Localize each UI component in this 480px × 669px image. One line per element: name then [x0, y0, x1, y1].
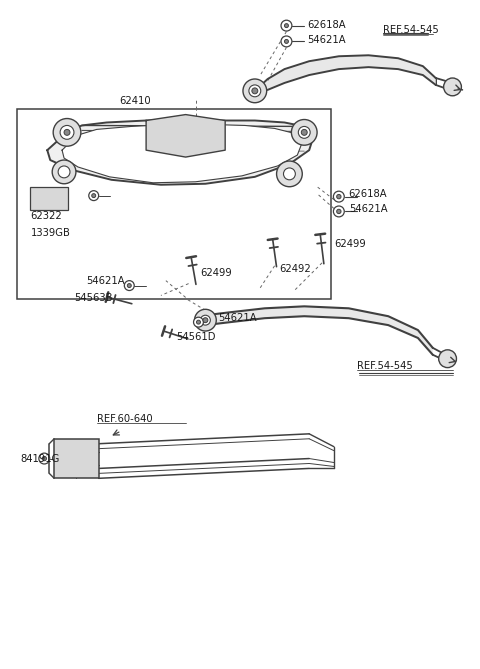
Circle shape — [298, 126, 310, 138]
Circle shape — [124, 280, 134, 290]
Circle shape — [193, 317, 204, 327]
Bar — [54, 439, 99, 478]
Text: 54621A: 54621A — [349, 205, 387, 215]
Text: 54563B: 54563B — [74, 294, 112, 304]
Circle shape — [127, 284, 131, 288]
Circle shape — [42, 456, 47, 461]
Circle shape — [243, 79, 267, 103]
Text: 62618A: 62618A — [349, 189, 387, 199]
Circle shape — [334, 191, 344, 202]
Circle shape — [444, 78, 461, 96]
Text: 62410: 62410 — [120, 96, 151, 106]
Circle shape — [336, 195, 341, 199]
Text: 54621A: 54621A — [86, 276, 124, 286]
Circle shape — [58, 166, 70, 178]
Circle shape — [92, 193, 96, 197]
Circle shape — [39, 453, 50, 464]
Text: 62618A: 62618A — [307, 19, 346, 29]
Circle shape — [52, 160, 76, 184]
Text: REF.54-545: REF.54-545 — [384, 25, 439, 35]
Bar — [30, 187, 68, 211]
Polygon shape — [205, 306, 433, 355]
Circle shape — [249, 85, 261, 97]
Text: 62322: 62322 — [30, 211, 62, 221]
Circle shape — [291, 120, 317, 145]
Circle shape — [194, 309, 216, 331]
Circle shape — [285, 23, 288, 27]
Circle shape — [53, 118, 81, 147]
Circle shape — [252, 88, 258, 94]
Circle shape — [285, 39, 288, 43]
Circle shape — [201, 315, 210, 325]
Polygon shape — [255, 56, 436, 91]
Text: 54621A: 54621A — [307, 35, 346, 45]
Circle shape — [196, 320, 201, 324]
Text: 62499: 62499 — [334, 239, 366, 249]
Text: 84191G: 84191G — [21, 454, 60, 464]
Text: 62499: 62499 — [201, 268, 232, 278]
Text: REF.54-545: REF.54-545 — [357, 361, 412, 371]
Text: 54621A: 54621A — [218, 313, 257, 323]
Polygon shape — [62, 124, 302, 183]
Circle shape — [60, 126, 74, 139]
Circle shape — [284, 168, 295, 180]
Circle shape — [281, 36, 292, 47]
Text: 54561D: 54561D — [176, 332, 215, 342]
Circle shape — [276, 161, 302, 187]
Text: REF.60-640: REF.60-640 — [96, 414, 152, 424]
Circle shape — [89, 191, 99, 201]
Text: 1339GB: 1339GB — [30, 228, 71, 238]
Polygon shape — [146, 114, 225, 157]
Circle shape — [336, 209, 341, 213]
Bar — [17, 108, 331, 300]
Circle shape — [334, 206, 344, 217]
Circle shape — [281, 20, 292, 31]
Polygon shape — [47, 120, 314, 185]
Circle shape — [439, 350, 456, 367]
Circle shape — [203, 318, 208, 322]
Text: 62492: 62492 — [279, 264, 312, 274]
Circle shape — [301, 129, 307, 135]
Circle shape — [64, 129, 70, 135]
